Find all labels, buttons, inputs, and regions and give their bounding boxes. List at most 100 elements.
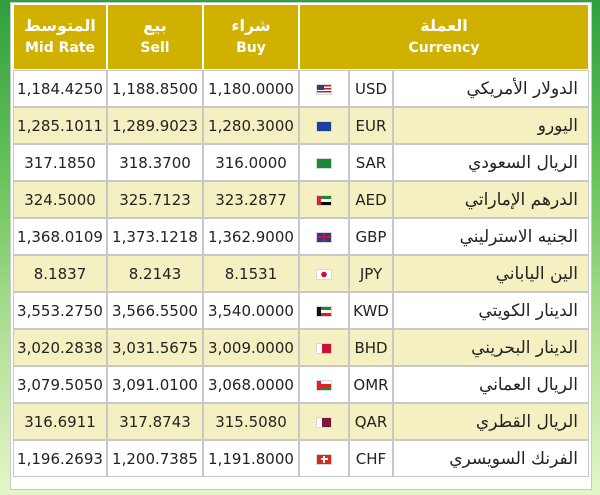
currency-name: الجنيه الاسترليني xyxy=(393,218,589,255)
header-currency-ar: العملة xyxy=(420,16,468,35)
buy-cell: 3,009.0000 xyxy=(203,329,299,366)
sell-cell: 3,031.5675 xyxy=(107,329,203,366)
currency-name: الريال العماني xyxy=(393,366,589,403)
table-row: 3,020.2838 3,031.5675 3,009.0000 BHD الد… xyxy=(13,329,589,366)
table-row: 3,079.5050 3,091.0100 3,068.0000 OMR الر… xyxy=(13,366,589,403)
flag-cell xyxy=(299,181,349,218)
currency-code: KWD xyxy=(349,292,393,329)
flag-cell xyxy=(299,440,349,477)
header-mid-en: Mid Rate xyxy=(24,40,96,56)
table-row: 317.1850 318.3700 316.0000 SAR الريال ال… xyxy=(13,144,589,181)
currency-code: JPY xyxy=(349,255,393,292)
table-row: 8.1837 8.2143 8.1531 JPY الين الياباني xyxy=(13,255,589,292)
flag-cell xyxy=(299,70,349,107)
sell-cell: 325.7123 xyxy=(107,181,203,218)
mid-rate-cell: 324.5000 xyxy=(13,181,107,218)
sell-cell: 3,091.0100 xyxy=(107,366,203,403)
kw-flag-icon xyxy=(316,305,332,317)
currency-name: اليورو xyxy=(393,107,589,144)
sell-cell: 317.8743 xyxy=(107,403,203,440)
header-sell-ar: بيع xyxy=(143,16,167,35)
currency-name: الريال السعودي xyxy=(393,144,589,181)
om-flag-icon xyxy=(316,379,332,391)
mid-rate-cell: 316.6911 xyxy=(13,403,107,440)
header-mid-rate: المتوسط Mid Rate xyxy=(13,4,107,70)
sa-flag-icon xyxy=(316,157,332,169)
currency-name: الين الياباني xyxy=(393,255,589,292)
buy-cell: 315.5080 xyxy=(203,403,299,440)
buy-cell: 1,280.3000 xyxy=(203,107,299,144)
table-row: 316.6911 317.8743 315.5080 QAR الريال ال… xyxy=(13,403,589,440)
table-row: 3,553.2750 3,566.5500 3,540.0000 KWD الد… xyxy=(13,292,589,329)
sell-cell: 1,289.9023 xyxy=(107,107,203,144)
header-sell: بيع Sell xyxy=(107,4,203,70)
sell-cell: 8.2143 xyxy=(107,255,203,292)
table-row: 1,368.0109 1,373.1218 1,362.9000 GBP الج… xyxy=(13,218,589,255)
table-row: 1,196.2693 1,200.7385 1,191.8000 CHF الف… xyxy=(13,440,589,477)
buy-cell: 8.1531 xyxy=(203,255,299,292)
buy-cell: 3,068.0000 xyxy=(203,366,299,403)
buy-cell: 1,180.0000 xyxy=(203,70,299,107)
jp-flag-icon xyxy=(316,268,332,280)
currency-name: الفرنك السويسري xyxy=(393,440,589,477)
flag-cell xyxy=(299,218,349,255)
currency-name: الدينار البحريني xyxy=(393,329,589,366)
flag-cell xyxy=(299,366,349,403)
ae-flag-icon xyxy=(316,194,332,206)
header-mid-ar: المتوسط xyxy=(24,16,96,35)
ch-flag-icon xyxy=(316,453,332,465)
buy-cell: 316.0000 xyxy=(203,144,299,181)
table-row: 324.5000 325.7123 323.2877 AED الدرهم ال… xyxy=(13,181,589,218)
buy-cell: 323.2877 xyxy=(203,181,299,218)
mid-rate-cell: 317.1850 xyxy=(13,144,107,181)
sell-cell: 1,373.1218 xyxy=(107,218,203,255)
header-buy: شراء Buy xyxy=(203,4,299,70)
header-sell-en: Sell xyxy=(140,40,170,56)
mid-rate-cell: 1,184.4250 xyxy=(13,70,107,107)
exchange-rate-table: المتوسط Mid Rate بيع Sell شراء Buy العمل… xyxy=(13,4,589,477)
header-buy-ar: شراء xyxy=(231,16,271,35)
buy-cell: 1,362.9000 xyxy=(203,218,299,255)
eu-flag-icon xyxy=(316,120,332,132)
buy-cell: 1,191.8000 xyxy=(203,440,299,477)
currency-code: GBP xyxy=(349,218,393,255)
gb-flag-icon xyxy=(316,231,332,243)
header-currency-en: Currency xyxy=(408,40,480,56)
sell-cell: 1,188.8500 xyxy=(107,70,203,107)
sell-cell: 318.3700 xyxy=(107,144,203,181)
header-buy-en: Buy xyxy=(236,40,266,56)
currency-code: SAR xyxy=(349,144,393,181)
us-flag-icon xyxy=(316,83,332,95)
table-row: 1,285.1011 1,289.9023 1,280.3000 EUR الي… xyxy=(13,107,589,144)
mid-rate-cell: 3,079.5050 xyxy=(13,366,107,403)
currency-code: OMR xyxy=(349,366,393,403)
currency-code: USD xyxy=(349,70,393,107)
flag-cell xyxy=(299,255,349,292)
mid-rate-cell: 1,285.1011 xyxy=(13,107,107,144)
currency-name: الدرهم الإماراتي xyxy=(393,181,589,218)
currency-code: AED xyxy=(349,181,393,218)
mid-rate-cell: 1,368.0109 xyxy=(13,218,107,255)
currency-code: EUR xyxy=(349,107,393,144)
mid-rate-cell: 1,196.2693 xyxy=(13,440,107,477)
sell-cell: 1,200.7385 xyxy=(107,440,203,477)
bh-flag-icon xyxy=(316,342,332,354)
header-currency: العملة Currency xyxy=(299,4,589,70)
sell-cell: 3,566.5500 xyxy=(107,292,203,329)
flag-cell xyxy=(299,292,349,329)
mid-rate-cell: 3,020.2838 xyxy=(13,329,107,366)
currency-code: BHD xyxy=(349,329,393,366)
flag-cell xyxy=(299,403,349,440)
currency-name: الدولار الأمريكي xyxy=(393,70,589,107)
mid-rate-cell: 3,553.2750 xyxy=(13,292,107,329)
flag-cell xyxy=(299,329,349,366)
table-row: 1,184.4250 1,188.8500 1,180.0000 USD الد… xyxy=(13,70,589,107)
currency-code: QAR xyxy=(349,403,393,440)
table-header-row: المتوسط Mid Rate بيع Sell شراء Buy العمل… xyxy=(13,4,589,70)
buy-cell: 3,540.0000 xyxy=(203,292,299,329)
qa-flag-icon xyxy=(316,416,332,428)
currency-name: الريال القطري xyxy=(393,403,589,440)
currency-name: الدينار الكويتي xyxy=(393,292,589,329)
rates-panel: المتوسط Mid Rate بيع Sell شراء Buy العمل… xyxy=(10,2,592,490)
flag-cell xyxy=(299,107,349,144)
